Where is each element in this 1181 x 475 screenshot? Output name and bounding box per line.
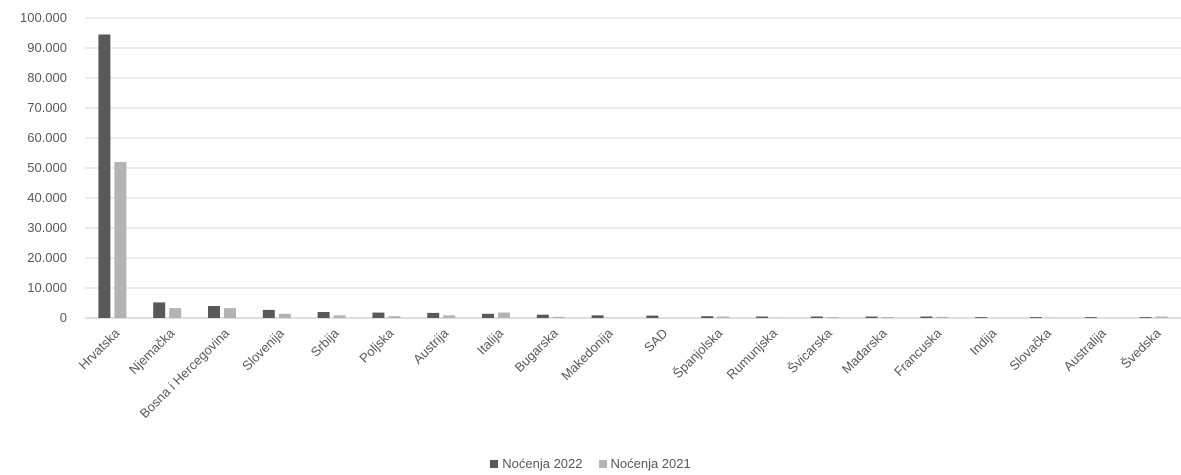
bar-2021 bbox=[826, 317, 839, 318]
y-tick-label: 80.000 bbox=[27, 70, 67, 85]
y-tick-label: 40.000 bbox=[27, 190, 67, 205]
legend-label-2022: Noćenja 2022 bbox=[502, 456, 583, 471]
bar-2022 bbox=[427, 312, 440, 318]
bar-2021 bbox=[169, 308, 182, 318]
bar-2021 bbox=[772, 317, 784, 318]
x-tick-label: Njemačka bbox=[126, 325, 178, 377]
bar-2022 bbox=[536, 314, 549, 318]
x-tick-label: Francuska bbox=[891, 325, 945, 379]
bar-2022 bbox=[701, 316, 714, 318]
bar-2021 bbox=[881, 317, 894, 318]
x-tick-label: Makedonija bbox=[558, 325, 616, 383]
bar-2021 bbox=[224, 308, 236, 318]
bar-2021 bbox=[278, 313, 291, 318]
bar-2022 bbox=[372, 312, 385, 318]
y-tick-label: 60.000 bbox=[27, 130, 67, 145]
bar-2022 bbox=[262, 309, 275, 318]
bar-2022 bbox=[98, 34, 111, 318]
legend-label-2021: Noćenja 2021 bbox=[610, 456, 691, 471]
y-tick-label: 0 bbox=[60, 310, 67, 325]
x-tick-label: Hrvatska bbox=[76, 325, 123, 372]
x-tick-label: Austrija bbox=[410, 325, 452, 367]
y-tick-label: 30.000 bbox=[27, 220, 67, 235]
bar-2022 bbox=[810, 316, 823, 318]
x-tick-label: Srbija bbox=[308, 325, 343, 360]
bar-2021 bbox=[1046, 317, 1058, 318]
gridlines bbox=[85, 17, 1181, 319]
bar-2022 bbox=[208, 306, 220, 318]
bar-2021 bbox=[552, 316, 565, 318]
x-tick-label: Italija bbox=[474, 325, 507, 358]
x-tick-label: Australija bbox=[1061, 325, 1110, 374]
y-axis-ticks: 100.000 90.000 80.000 70.000 60.000 50.000 40.… bbox=[20, 10, 67, 325]
bar-2021 bbox=[388, 316, 401, 318]
legend-item-2022: Noćenja 2022 bbox=[490, 456, 583, 471]
bar-2022 bbox=[1139, 317, 1152, 318]
x-tick-label: Slovačka bbox=[1006, 325, 1054, 373]
x-tick-label: Švedska bbox=[1118, 325, 1164, 371]
bar-2021 bbox=[114, 162, 127, 318]
bar-2021 bbox=[1155, 316, 1168, 318]
bar-2022 bbox=[482, 313, 494, 318]
bar-2022 bbox=[756, 316, 768, 318]
y-tick-label: 20.000 bbox=[27, 250, 67, 265]
x-tick-label: Španjolska bbox=[670, 325, 726, 381]
bar-2022 bbox=[865, 316, 878, 318]
bar-2022 bbox=[646, 315, 659, 318]
y-tick-label: 50.000 bbox=[27, 160, 67, 175]
x-tick-label: Bosna i Hercegovina bbox=[137, 325, 233, 421]
bar-2022 bbox=[153, 302, 166, 318]
x-tick-label: Rumunjska bbox=[724, 325, 781, 382]
legend: Noćenja 2022 Noćenja 2021 bbox=[0, 456, 1181, 471]
x-tick-label: Bugarska bbox=[511, 325, 561, 375]
bar-2021 bbox=[443, 315, 456, 318]
bar-2022 bbox=[920, 316, 933, 318]
bars bbox=[98, 34, 1168, 318]
bar-2021 bbox=[936, 316, 949, 318]
legend-item-2021: Noćenja 2021 bbox=[598, 456, 691, 471]
bar-2022 bbox=[975, 317, 988, 318]
x-tick-label: Indija bbox=[967, 325, 1000, 358]
bar-2022 bbox=[317, 312, 330, 318]
legend-swatch-2021 bbox=[598, 459, 607, 468]
x-tick-label: Švicarska bbox=[784, 325, 835, 376]
x-tick-label: SAD bbox=[641, 326, 671, 356]
y-tick-label: 90.000 bbox=[27, 40, 67, 55]
x-tick-label: Poljska bbox=[356, 325, 397, 366]
bar-2021 bbox=[717, 316, 730, 318]
bar-2022 bbox=[591, 315, 604, 318]
bar-2022 bbox=[1084, 317, 1097, 318]
y-tick-label: 100.000 bbox=[20, 10, 67, 25]
bar-2022 bbox=[1030, 317, 1042, 318]
x-tick-label: Slovenija bbox=[239, 325, 287, 373]
y-tick-label: 10.000 bbox=[27, 280, 67, 295]
bar-2021 bbox=[498, 312, 510, 318]
y-tick-label: 70.000 bbox=[27, 100, 67, 115]
bar-2021 bbox=[333, 315, 346, 318]
legend-swatch-2022 bbox=[490, 459, 499, 468]
x-tick-label: Mađarska bbox=[839, 325, 891, 377]
